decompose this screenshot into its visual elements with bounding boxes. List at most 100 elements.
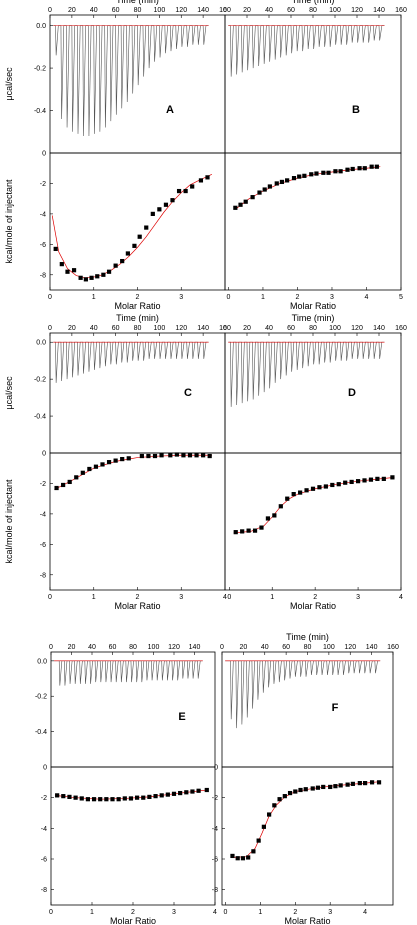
binding-y-tick-label: -8	[212, 887, 218, 894]
raw-x-tick-label: 40	[265, 7, 273, 14]
binding-data-point	[279, 179, 285, 185]
binding-data-point	[298, 787, 303, 793]
binding-x-axis-title: Molar Ratio	[290, 601, 336, 611]
panel-b: 0 20 40 60 80 100 120 140 160 Time (min) B 0 1 2 3 4 5 Mo…	[223, 0, 407, 311]
binding-data-point	[181, 453, 186, 458]
binding-data-point	[67, 479, 72, 485]
raw-x-tick-label: 80	[309, 7, 317, 14]
raw-x-tick-label: 60	[109, 644, 117, 651]
binding-plot-frame	[49, 452, 226, 591]
raw-heat-trace	[53, 341, 209, 383]
binding-data-point	[310, 786, 315, 791]
binding-x-axis-title: Molar Ratio	[284, 916, 330, 925]
binding-data-point	[326, 170, 331, 175]
panel-letter: B	[352, 104, 360, 116]
binding-data-point	[243, 199, 248, 204]
raw-y-tick-label: -0.4	[35, 729, 47, 736]
binding-x-tick-label: 2	[313, 594, 317, 601]
binding-data-point	[309, 172, 314, 177]
binding-data-point	[265, 516, 271, 521]
binding-data-point	[87, 466, 92, 472]
binding-data-point	[174, 452, 179, 457]
raw-y-tick-label: -0.2	[34, 377, 46, 384]
binding-data-point	[135, 795, 140, 800]
binding-x-tick-label: 1	[90, 909, 94, 916]
binding-data-point	[120, 258, 125, 264]
binding-data-point	[261, 824, 266, 829]
binding-data-point	[336, 482, 341, 487]
binding-data-point	[303, 787, 308, 792]
binding-data-point	[240, 529, 245, 534]
binding-data-point	[323, 484, 328, 489]
raw-x-tick-label: 120	[344, 644, 356, 651]
binding-x-tick-label: 1	[258, 909, 262, 916]
panel-letter: C	[184, 387, 192, 399]
binding-x-tick-label: 4	[365, 294, 369, 301]
raw-x-axis-title: Time (min)	[286, 632, 329, 642]
binding-data-point	[80, 470, 85, 475]
binding-x-tick-label: 4	[363, 909, 367, 916]
binding-data-point	[85, 797, 90, 802]
panel-letter: E	[178, 711, 185, 723]
raw-y-axis-title: μcal/sec	[4, 67, 14, 101]
binding-y-axis-title: kcal/mole of injectant	[4, 179, 14, 264]
binding-data-point	[298, 490, 303, 495]
raw-x-tick-label: 140	[197, 7, 209, 14]
binding-data-point	[246, 528, 251, 533]
binding-data-point	[362, 781, 368, 786]
raw-x-tick-label: 160	[219, 325, 231, 332]
binding-data-point	[106, 269, 112, 274]
raw-x-tick-label: 0	[220, 644, 224, 651]
raw-x-tick-label: 160	[219, 7, 231, 14]
raw-x-tick-label: 120	[351, 325, 363, 332]
binding-x-tick-label: 2	[131, 909, 135, 916]
binding-data-point	[74, 475, 79, 480]
raw-x-tick-label: 100	[323, 644, 335, 651]
binding-y-tick-label: -6	[40, 542, 46, 549]
binding-data-point	[71, 268, 77, 273]
binding-y-tick-label: 0	[43, 765, 47, 772]
binding-data-point	[198, 178, 204, 183]
binding-data-point	[333, 784, 338, 789]
binding-data-point	[257, 190, 262, 195]
binding-data-point	[369, 780, 375, 785]
binding-data-point	[54, 485, 59, 491]
binding-x-tick-label: 3	[179, 294, 183, 301]
binding-x-tick-label: 0	[226, 294, 230, 301]
raw-x-tick-label: 120	[175, 7, 187, 14]
binding-x-axis-title: Molar Ratio	[114, 301, 160, 311]
binding-y-tick-label: -2	[212, 795, 218, 802]
raw-x-tick-label: 100	[154, 7, 166, 14]
binding-data-point	[345, 782, 350, 787]
raw-x-tick-label: 160	[395, 325, 407, 332]
binding-x-tick-label: 3	[179, 594, 183, 601]
raw-x-tick-label: 80	[134, 7, 142, 14]
binding-data-point	[355, 479, 361, 484]
binding-data-point	[100, 462, 105, 467]
binding-data-point	[95, 274, 100, 279]
binding-data-point	[165, 792, 170, 797]
raw-y-tick-label: -0.4	[34, 414, 46, 421]
binding-data-point	[147, 794, 152, 799]
binding-x-tick-label: 4	[399, 594, 403, 601]
binding-data-point	[317, 485, 322, 490]
binding-y-tick-label: -4	[40, 211, 46, 218]
raw-x-tick-label: 20	[68, 644, 76, 651]
binding-data-point	[146, 453, 151, 459]
binding-x-tick-label: 0	[224, 909, 228, 916]
binding-data-point	[343, 480, 348, 485]
binding-data-point	[274, 181, 279, 186]
binding-data-point	[183, 188, 188, 194]
binding-data-point	[345, 167, 350, 172]
binding-x-axis-title: Molar Ratio	[290, 301, 336, 311]
raw-x-tick-label: 40	[88, 644, 96, 651]
binding-fit-curve	[54, 454, 212, 490]
binding-data-point	[328, 784, 333, 790]
binding-data-point	[314, 171, 319, 176]
binding-data-point	[157, 207, 162, 212]
binding-x-tick-label: 1	[261, 294, 265, 301]
raw-x-tick-label: 40	[261, 644, 269, 651]
